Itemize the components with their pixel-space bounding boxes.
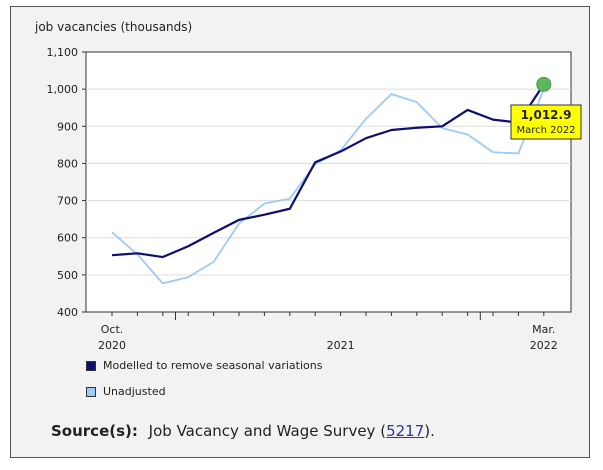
- data-point-modelled[interactable]: [412, 123, 422, 133]
- data-point-unadjusted[interactable]: [259, 199, 269, 209]
- data-point-modelled[interactable]: [285, 204, 295, 214]
- source-link[interactable]: 5217: [386, 422, 425, 440]
- tooltip-date: March 2022: [516, 125, 575, 136]
- highlight-marker[interactable]: [536, 76, 552, 92]
- data-point-modelled[interactable]: [361, 133, 371, 143]
- y-tick-label: 500: [57, 269, 78, 282]
- x-tick-label: 2022: [530, 339, 558, 352]
- legend-label-unadjusted: Unadjusted: [103, 385, 166, 398]
- x-tick-label: Mar.: [532, 323, 555, 336]
- source-suffix: ).: [424, 422, 435, 440]
- data-point-unadjusted[interactable]: [209, 257, 219, 267]
- x-tick-label: 2021: [327, 339, 355, 352]
- data-point-unadjusted[interactable]: [488, 147, 498, 157]
- plot-area: [85, 51, 572, 313]
- legend-item-unadjusted[interactable]: Unadjusted: [86, 385, 166, 398]
- data-point-unadjusted[interactable]: [158, 278, 168, 288]
- data-point-unadjusted[interactable]: [513, 148, 523, 158]
- data-point-unadjusted[interactable]: [463, 129, 473, 139]
- data-point-modelled[interactable]: [437, 121, 447, 131]
- series-line-modelled: [111, 83, 545, 259]
- y-axis-label: job vacancies (thousands): [34, 20, 192, 34]
- y-tick-label: 900: [57, 120, 78, 133]
- tooltip-value: 1,012.9: [521, 108, 572, 122]
- data-point-unadjusted[interactable]: [183, 272, 193, 282]
- legend-swatch-unadjusted: [86, 386, 96, 397]
- data-point-unadjusted[interactable]: [412, 97, 422, 107]
- y-tick-label: 1,100: [47, 46, 79, 59]
- data-point-modelled[interactable]: [463, 105, 473, 115]
- data-point-modelled[interactable]: [259, 210, 269, 220]
- data-point-unadjusted[interactable]: [386, 89, 396, 99]
- data-point-modelled[interactable]: [336, 147, 346, 157]
- x-tick-label: Oct.: [101, 323, 124, 336]
- y-tick-label: 400: [57, 306, 78, 319]
- y-tick-label: 700: [57, 195, 78, 208]
- legend-item-modelled[interactable]: Modelled to remove seasonal variations: [86, 359, 322, 372]
- data-point-modelled[interactable]: [158, 252, 168, 262]
- y-tick-label: 1,000: [47, 83, 79, 96]
- source-note: Source(s): Job Vacancy and Wage Survey (…: [51, 422, 435, 440]
- tooltip-box: [510, 104, 582, 140]
- data-point-modelled[interactable]: [107, 250, 117, 260]
- legend-label-modelled: Modelled to remove seasonal variations: [103, 359, 323, 372]
- data-point-modelled[interactable]: [183, 241, 193, 251]
- chart-canvas: job vacancies (thousands) 400 500 600 700 80…: [34, 20, 582, 352]
- data-point-modelled[interactable]: [310, 157, 320, 167]
- data-point-unadjusted[interactable]: [361, 114, 371, 124]
- data-point-modelled[interactable]: [488, 115, 498, 125]
- legend-swatch-modelled: [86, 360, 96, 371]
- data-point-modelled[interactable]: [209, 228, 219, 238]
- source-label: Source(s):: [51, 422, 138, 440]
- chart-frame: job vacancies (thousands) 400 500 600 700 80…: [10, 6, 590, 458]
- y-tick-label: 600: [57, 232, 78, 245]
- x-tick-label: 2020: [98, 339, 126, 352]
- data-point-modelled[interactable]: [132, 248, 142, 258]
- data-point-unadjusted[interactable]: [107, 227, 117, 237]
- data-point-modelled[interactable]: [386, 125, 396, 135]
- y-tick-label: 800: [57, 157, 78, 170]
- source-text: Job Vacancy and Wage Survey (: [148, 422, 387, 440]
- data-point-modelled[interactable]: [234, 215, 244, 225]
